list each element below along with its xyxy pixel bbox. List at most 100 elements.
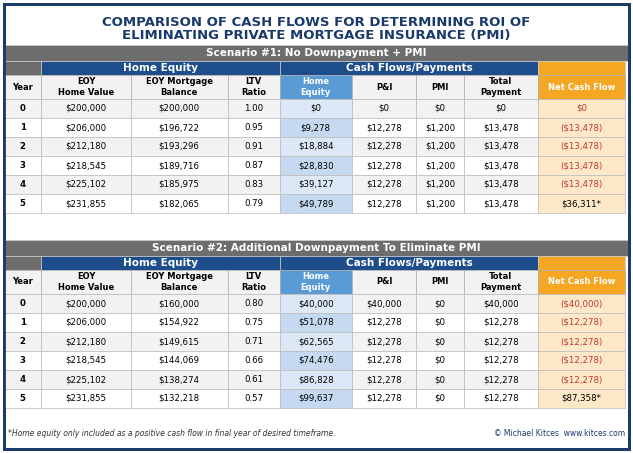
Bar xyxy=(41,294,130,313)
Text: $200,000: $200,000 xyxy=(158,104,199,113)
Bar xyxy=(417,351,463,370)
Bar xyxy=(130,389,227,408)
Text: PMI: PMI xyxy=(431,82,449,92)
Text: 0.79: 0.79 xyxy=(244,199,263,208)
Text: ($12,278): ($12,278) xyxy=(560,375,603,384)
Bar xyxy=(463,294,538,313)
Text: 0: 0 xyxy=(20,299,25,308)
Text: 0.61: 0.61 xyxy=(244,375,263,384)
Bar xyxy=(130,194,227,213)
Text: 1.00: 1.00 xyxy=(244,104,263,113)
Bar xyxy=(41,351,130,370)
Text: 4: 4 xyxy=(20,180,26,189)
Text: © Michael Kitces  www.kitces.com: © Michael Kitces www.kitces.com xyxy=(494,429,625,438)
Text: $12,278: $12,278 xyxy=(367,180,402,189)
Text: 1: 1 xyxy=(20,123,25,132)
Text: LTV
Ratio: LTV Ratio xyxy=(241,77,266,96)
Text: $28,830: $28,830 xyxy=(298,161,334,170)
Text: $13,478: $13,478 xyxy=(483,199,518,208)
Text: P&I: P&I xyxy=(376,82,392,92)
Text: $12,278: $12,278 xyxy=(483,337,518,346)
Text: $185,975: $185,975 xyxy=(159,180,199,189)
Text: $206,000: $206,000 xyxy=(65,318,106,327)
Bar xyxy=(463,156,538,175)
Bar xyxy=(130,118,227,137)
Bar xyxy=(4,99,41,118)
Bar xyxy=(4,294,41,313)
Bar xyxy=(280,99,352,118)
Text: $12,278: $12,278 xyxy=(367,356,402,365)
Bar xyxy=(4,75,41,99)
Bar xyxy=(280,370,352,389)
Text: $1,200: $1,200 xyxy=(425,180,455,189)
Bar xyxy=(463,137,538,156)
Bar xyxy=(227,156,280,175)
Text: $225,102: $225,102 xyxy=(65,180,106,189)
Text: $149,615: $149,615 xyxy=(159,337,199,346)
Text: $212,180: $212,180 xyxy=(65,337,106,346)
Text: 0.87: 0.87 xyxy=(244,161,263,170)
Bar xyxy=(280,175,352,194)
Bar xyxy=(463,389,538,408)
Bar xyxy=(4,370,41,389)
Text: $1,200: $1,200 xyxy=(425,142,455,151)
Bar xyxy=(463,118,538,137)
Bar xyxy=(227,175,280,194)
Text: $87,358*: $87,358* xyxy=(561,394,601,403)
Bar xyxy=(41,370,130,389)
Bar xyxy=(538,118,625,137)
Text: $51,078: $51,078 xyxy=(298,318,334,327)
Text: 2: 2 xyxy=(20,142,25,151)
Bar xyxy=(280,61,538,75)
Text: $225,102: $225,102 xyxy=(65,375,106,384)
Bar xyxy=(130,156,227,175)
Text: $144,069: $144,069 xyxy=(159,356,199,365)
Text: $218,545: $218,545 xyxy=(65,161,106,170)
Text: $1,200: $1,200 xyxy=(425,123,455,132)
Text: $218,545: $218,545 xyxy=(65,356,106,365)
Bar xyxy=(41,61,280,75)
Text: 5: 5 xyxy=(20,199,25,208)
Text: $206,000: $206,000 xyxy=(65,123,106,132)
Bar xyxy=(538,370,625,389)
Bar xyxy=(352,118,417,137)
Bar xyxy=(352,156,417,175)
Text: COMPARISON OF CASH FLOWS FOR DETERMINING ROI OF: COMPARISON OF CASH FLOWS FOR DETERMINING… xyxy=(102,16,530,29)
Bar xyxy=(538,332,625,351)
Text: Scenario #2: Additional Downpayment To Eliminate PMI: Scenario #2: Additional Downpayment To E… xyxy=(152,243,481,253)
Bar xyxy=(4,313,41,332)
Bar xyxy=(41,137,130,156)
Text: 5: 5 xyxy=(20,394,25,403)
Bar xyxy=(130,270,227,294)
Bar xyxy=(352,137,417,156)
Text: $0: $0 xyxy=(310,104,321,113)
Text: $13,478: $13,478 xyxy=(483,123,518,132)
Bar xyxy=(538,351,625,370)
Text: $49,789: $49,789 xyxy=(298,199,334,208)
Text: $0: $0 xyxy=(434,375,446,384)
Bar xyxy=(417,194,463,213)
Text: $99,637: $99,637 xyxy=(298,394,334,403)
Text: $86,828: $86,828 xyxy=(298,375,334,384)
Bar xyxy=(4,351,41,370)
Bar xyxy=(417,389,463,408)
Text: $154,922: $154,922 xyxy=(159,318,199,327)
Text: $12,278: $12,278 xyxy=(367,318,402,327)
Text: $9,278: $9,278 xyxy=(301,123,330,132)
Text: $0: $0 xyxy=(434,356,446,365)
Bar xyxy=(352,332,417,351)
Bar xyxy=(280,256,538,270)
Bar xyxy=(538,175,625,194)
Bar xyxy=(463,270,538,294)
Text: $138,274: $138,274 xyxy=(158,375,199,384)
Text: $0: $0 xyxy=(434,318,446,327)
Bar xyxy=(417,118,463,137)
Text: $12,278: $12,278 xyxy=(483,318,518,327)
Text: $160,000: $160,000 xyxy=(158,299,199,308)
Text: 0.95: 0.95 xyxy=(244,123,263,132)
Bar xyxy=(41,118,130,137)
Bar xyxy=(227,370,280,389)
Text: $0: $0 xyxy=(434,394,446,403)
Bar xyxy=(280,294,352,313)
Text: $12,278: $12,278 xyxy=(367,337,402,346)
